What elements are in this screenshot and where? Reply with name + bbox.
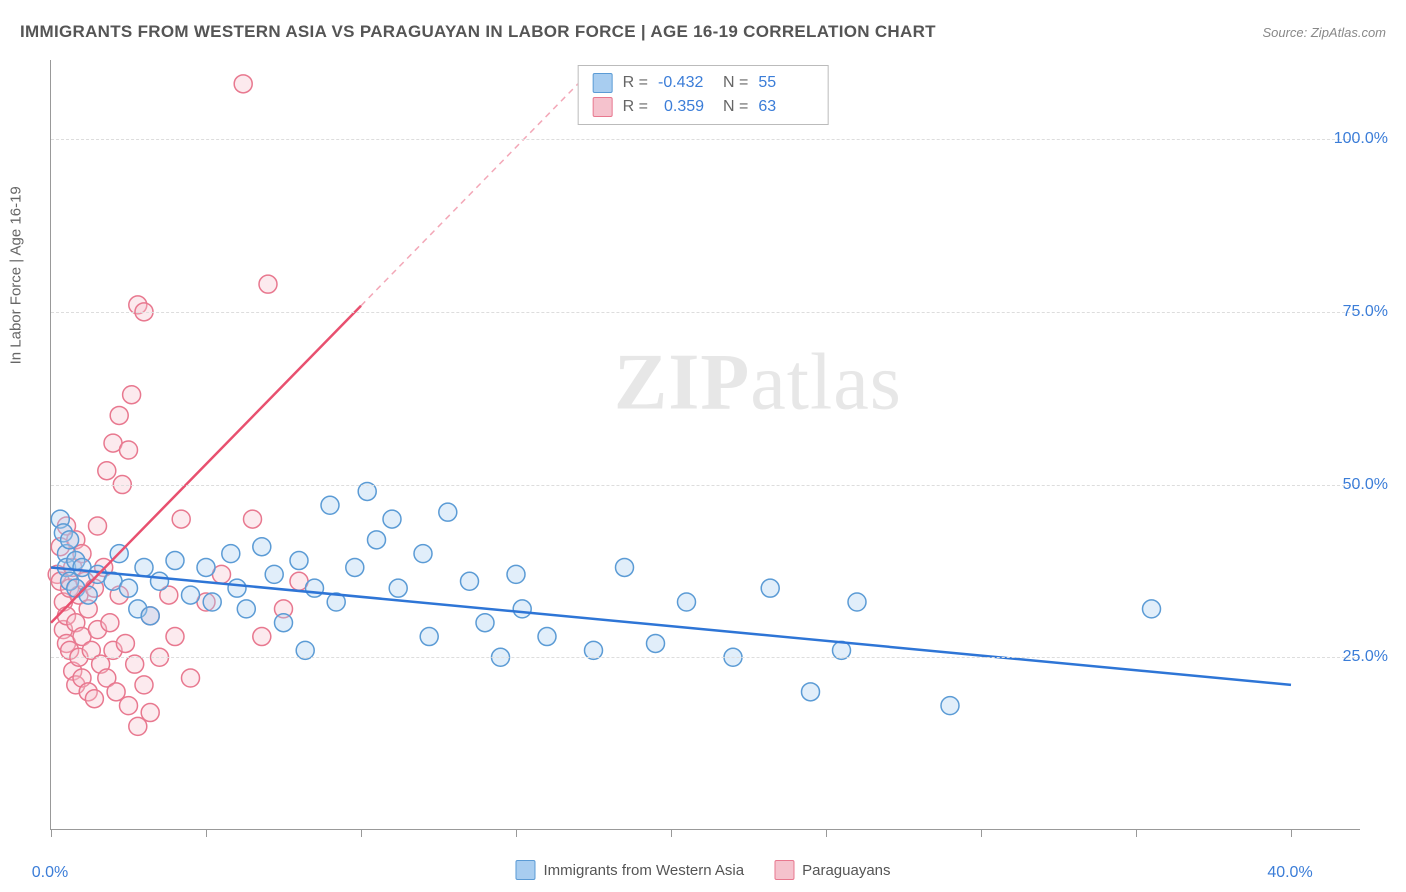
stats-n-label: N = [723,98,748,116]
source-attribution: Source: ZipAtlas.com [1262,25,1386,40]
y-tick-label: 75.0% [1343,303,1388,321]
stats-n-value-2: 63 [758,98,813,116]
stats-n-value-1: 55 [758,74,813,92]
correlation-stats-box: R = -0.432 N = 55 R = 0.359 N = 63 [578,65,829,125]
stats-row-series-1: R = -0.432 N = 55 [593,73,814,93]
scatter-plot-svg [51,60,1360,829]
x-tick-label-min: 0.0% [32,864,68,882]
stats-row-series-2: R = 0.359 N = 63 [593,97,814,117]
stats-swatch-pink [593,97,613,117]
legend-item-2: Paraguayans [774,860,890,880]
y-axis-label: In Labor Force | Age 16-19 [8,186,25,364]
chart-title: IMMIGRANTS FROM WESTERN ASIA VS PARAGUAY… [20,22,936,42]
y-tick-label: 100.0% [1334,130,1388,148]
stats-r-value-1: -0.432 [658,74,713,92]
correlation-chart: IMMIGRANTS FROM WESTERN ASIA VS PARAGUAY… [0,0,1406,892]
legend: Immigrants from Western Asia Paraguayans [515,860,890,880]
y-tick-label: 25.0% [1343,648,1388,666]
stats-swatch-blue [593,73,613,93]
stats-r-value-2: 0.359 [658,98,713,116]
legend-label-2: Paraguayans [802,862,890,879]
x-tick-label-max: 40.0% [1267,864,1312,882]
legend-swatch-pink [774,860,794,880]
legend-label-1: Immigrants from Western Asia [543,862,744,879]
stats-n-label: N = [723,74,748,92]
stats-r-label: R = [623,98,648,116]
stats-r-label: R = [623,74,648,92]
y-tick-label: 50.0% [1343,476,1388,494]
legend-swatch-blue [515,860,535,880]
plot-area: ZIPatlas [50,60,1360,830]
legend-item-1: Immigrants from Western Asia [515,860,744,880]
